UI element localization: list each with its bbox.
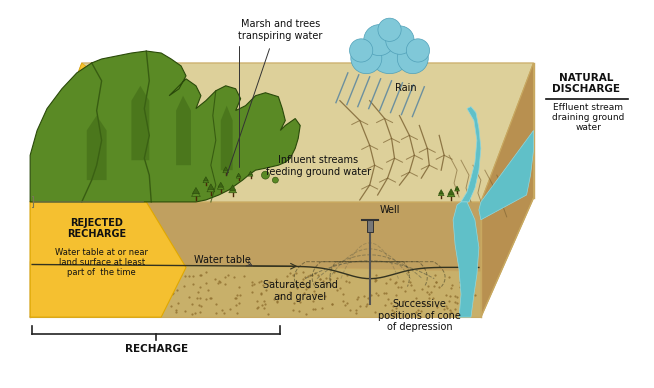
Polygon shape: [481, 63, 534, 317]
Polygon shape: [461, 107, 481, 202]
Text: Marsh and trees
transpiring water: Marsh and trees transpiring water: [238, 19, 322, 167]
Polygon shape: [203, 178, 209, 183]
Polygon shape: [229, 187, 237, 193]
Polygon shape: [248, 173, 253, 176]
Polygon shape: [30, 202, 481, 317]
Polygon shape: [237, 173, 241, 177]
Circle shape: [386, 26, 414, 54]
Polygon shape: [192, 187, 199, 194]
Text: Influent streams
feeding ground water: Influent streams feeding ground water: [266, 155, 371, 177]
Polygon shape: [249, 171, 252, 175]
Polygon shape: [439, 190, 443, 194]
Polygon shape: [447, 191, 455, 197]
Polygon shape: [448, 189, 455, 194]
Text: RECHARGE: RECHARGE: [125, 344, 188, 354]
Polygon shape: [192, 190, 200, 196]
Circle shape: [273, 177, 279, 183]
Polygon shape: [208, 184, 214, 189]
Circle shape: [351, 43, 382, 74]
Polygon shape: [236, 175, 241, 178]
Polygon shape: [30, 63, 534, 202]
Text: Effluent stream
draining ground
water: Effluent stream draining ground water: [552, 103, 625, 132]
Circle shape: [369, 32, 410, 74]
Circle shape: [378, 18, 401, 42]
Polygon shape: [453, 202, 479, 317]
Circle shape: [349, 39, 373, 62]
Polygon shape: [221, 106, 233, 170]
Circle shape: [364, 24, 395, 55]
Polygon shape: [479, 130, 534, 220]
Polygon shape: [223, 168, 229, 173]
Polygon shape: [224, 167, 228, 171]
Polygon shape: [203, 177, 208, 181]
Text: Well: Well: [379, 205, 400, 215]
Polygon shape: [30, 262, 481, 317]
Text: Successive
positions of cone
of depression: Successive positions of cone of depressi…: [378, 299, 461, 333]
Text: Water table at or near
land surface at least
part of  the time: Water table at or near land surface at l…: [55, 248, 148, 277]
Polygon shape: [230, 185, 236, 191]
Text: REJECTED
RECHARGE: REJECTED RECHARGE: [67, 218, 126, 239]
Polygon shape: [207, 186, 215, 192]
Text: Saturated sand
and gravel: Saturated sand and gravel: [263, 281, 337, 302]
Polygon shape: [30, 51, 300, 202]
Polygon shape: [455, 187, 460, 191]
Polygon shape: [438, 191, 444, 196]
Text: Water table: Water table: [194, 255, 251, 265]
Circle shape: [406, 39, 430, 62]
Circle shape: [262, 171, 269, 179]
Circle shape: [397, 43, 428, 74]
Polygon shape: [131, 86, 149, 160]
Text: NATURAL
DISCHARGE: NATURAL DISCHARGE: [552, 73, 620, 94]
Text: Rain: Rain: [394, 83, 416, 93]
Polygon shape: [87, 116, 107, 180]
Polygon shape: [176, 96, 191, 165]
Polygon shape: [30, 63, 166, 202]
Polygon shape: [30, 202, 186, 317]
Polygon shape: [367, 220, 373, 232]
Polygon shape: [217, 184, 224, 189]
Polygon shape: [218, 182, 224, 187]
Polygon shape: [455, 186, 459, 189]
